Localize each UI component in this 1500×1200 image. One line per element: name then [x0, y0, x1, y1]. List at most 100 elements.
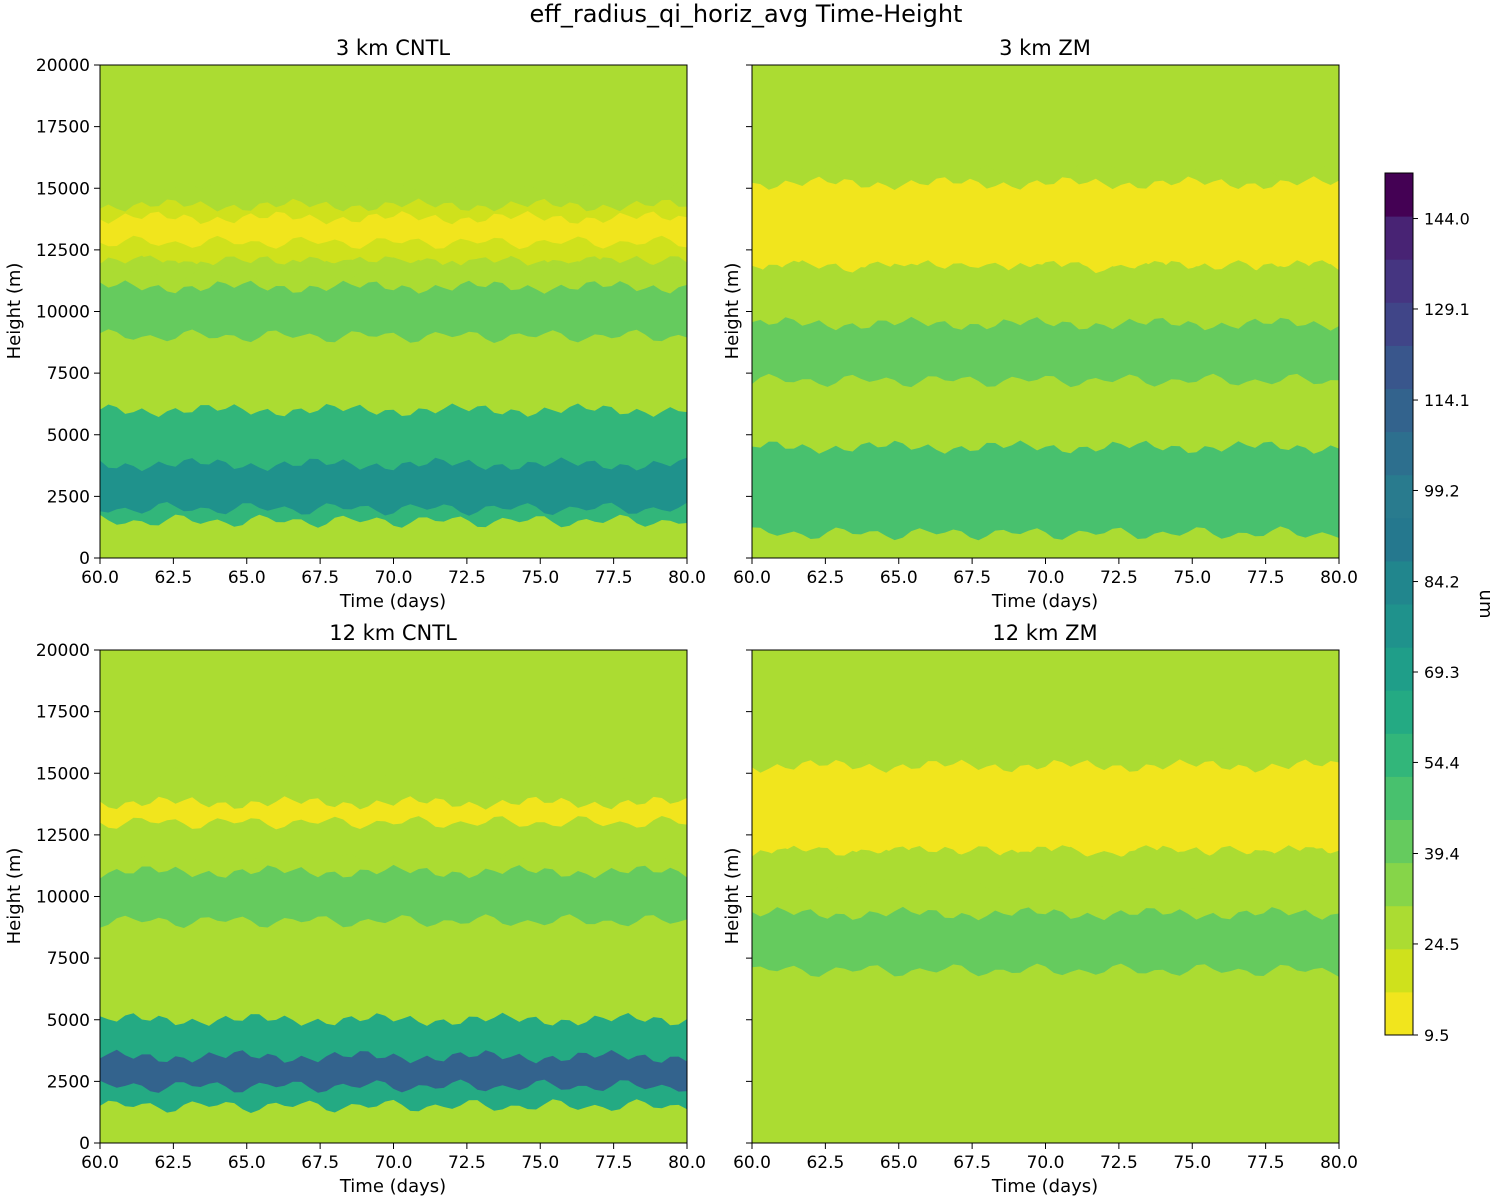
colorbar-tick-label: 69.3 [1424, 663, 1460, 682]
colorbar-tick-label: 129.1 [1424, 300, 1470, 319]
panel-title: 3 km CNTL [336, 36, 451, 60]
colorbar-frame [1384, 172, 1414, 1036]
y-tick-label: 7500 [47, 949, 90, 969]
contour-band [752, 759, 1339, 860]
colorbar-tick-label: 84.2 [1424, 573, 1460, 592]
colorbar-tick-label: 39.4 [1424, 844, 1460, 863]
y-tick-label: 7500 [47, 364, 90, 384]
colorbar-segment [1385, 733, 1413, 777]
x-axis-label: Time (days) [991, 591, 1098, 612]
colorbar-tick-label: 24.5 [1424, 935, 1460, 954]
y-tick-label: 17500 [36, 703, 90, 723]
x-tick-label: 65.0 [228, 568, 266, 588]
colorbar-segment [1385, 991, 1413, 1036]
y-tick-label: 5000 [47, 426, 90, 446]
y-axis-label: Height (m) [722, 263, 743, 360]
colorbar-segment [1385, 431, 1413, 476]
contour-band [100, 211, 687, 250]
y-tick-label: 20000 [36, 56, 90, 76]
panel-3km-cntl: 3 km CNTL Time (days) Height (m) 60.0 62.… [4, 36, 706, 612]
x-tick-label: 80.0 [668, 1153, 706, 1173]
x-tick-label: 75.0 [1173, 568, 1211, 588]
colorbar-segment [1385, 862, 1413, 907]
heatmap-field [100, 650, 687, 1143]
y-tick-label: 20000 [36, 641, 90, 661]
contour-band [100, 280, 687, 343]
y-tick-label: 0 [79, 1134, 90, 1154]
x-tick-label: 62.5 [806, 1153, 844, 1173]
y-tick-label: 10000 [36, 303, 90, 323]
colorbar-segment [1385, 216, 1413, 260]
colorbar-segment [1385, 819, 1413, 864]
x-axis-label: Time (days) [339, 1176, 446, 1197]
x-tick-label: 77.5 [595, 1153, 633, 1173]
heatmap-background [752, 650, 1339, 1143]
panel-12km-cntl: 12 km CNTL Time (days) Height (m) 60.0 62… [4, 621, 706, 1197]
colorbar-segment [1385, 474, 1413, 519]
colorbar-segment [1385, 345, 1413, 389]
y-axis-label: Height (m) [722, 848, 743, 945]
x-tick-label: 62.5 [806, 568, 844, 588]
y-tick-label: 17500 [36, 118, 90, 138]
panel-title: 3 km ZM [999, 36, 1091, 60]
colorbar-segment [1385, 948, 1413, 993]
x-tick-label: 70.0 [1027, 1153, 1065, 1173]
contour-band [752, 440, 1339, 541]
colorbar: um 9.5 24.5 39.4 54.4 69.3 84.2 99.2 114.1 129.1… [1384, 172, 1496, 1045]
y-axis-label: Height (m) [4, 263, 25, 360]
figure-title: eff_radius_qi_horiz_avg Time-Height [530, 0, 963, 28]
x-tick-label: 77.5 [595, 568, 633, 588]
x-tick-label: 72.5 [1100, 568, 1138, 588]
x-tick-label: 67.5 [301, 1153, 339, 1173]
x-tick-label: 67.5 [953, 1153, 991, 1173]
colorbar-segment [1385, 302, 1413, 346]
x-axis-label: Time (days) [339, 591, 446, 612]
panel-title: 12 km CNTL [329, 621, 457, 645]
contour-band [100, 796, 687, 830]
x-tick-label: 67.5 [301, 568, 339, 588]
x-tick-label: 72.5 [1100, 1153, 1138, 1173]
y-axis-label: Height (m) [4, 848, 25, 945]
x-axis-label: Time (days) [991, 1176, 1098, 1197]
x-tick-label: 80.0 [1320, 568, 1358, 588]
colorbar-tick-label: 54.4 [1424, 753, 1460, 772]
colorbar-segment [1385, 560, 1413, 605]
x-tick-label: 70.0 [1027, 568, 1065, 588]
x-tick-label: 65.0 [880, 1153, 918, 1173]
x-tick-label: 75.0 [521, 568, 559, 588]
contour-band [752, 316, 1339, 388]
y-tick-label: 2500 [47, 1072, 90, 1092]
x-tick-label: 72.5 [448, 1153, 486, 1173]
x-tick-label: 62.5 [154, 1153, 192, 1173]
x-tick-label: 60.0 [81, 1153, 119, 1173]
x-tick-label: 75.0 [521, 1153, 559, 1173]
y-tick-label: 12500 [36, 826, 90, 846]
contour-band [100, 457, 687, 516]
colorbar-segment [1385, 173, 1413, 217]
colorbar-label: um [1475, 590, 1496, 619]
y-tick-label: 15000 [36, 179, 90, 199]
x-tick-label: 60.0 [733, 568, 771, 588]
x-tick-label: 80.0 [668, 568, 706, 588]
x-tick-label: 70.0 [375, 568, 413, 588]
x-tick-label: 70.0 [375, 1153, 413, 1173]
x-tick-label: 60.0 [733, 1153, 771, 1173]
y-tick-label: 5000 [47, 1011, 90, 1031]
x-tick-label: 65.0 [880, 568, 918, 588]
colorbar-segment [1385, 259, 1413, 303]
x-tick-label: 62.5 [154, 568, 192, 588]
x-tick-label: 60.0 [81, 568, 119, 588]
contour-band [100, 1049, 687, 1093]
contour-band [752, 260, 1339, 302]
x-tick-label: 75.0 [1173, 1153, 1211, 1173]
y-tick-label: 2500 [47, 487, 90, 507]
contour-band [100, 864, 687, 928]
colorbar-tick-label: 114.1 [1424, 391, 1470, 410]
colorbar-segment [1385, 776, 1413, 820]
panel-3km-zm: 3 km ZM Time (days) Height (m) 60.0 62.5 6… [722, 36, 1358, 612]
x-tick-label: 65.0 [228, 1153, 266, 1173]
contour-band [752, 176, 1339, 274]
y-tick-label: 12500 [36, 241, 90, 261]
colorbar-segment [1385, 690, 1413, 734]
y-tick-label: 0 [79, 549, 90, 569]
